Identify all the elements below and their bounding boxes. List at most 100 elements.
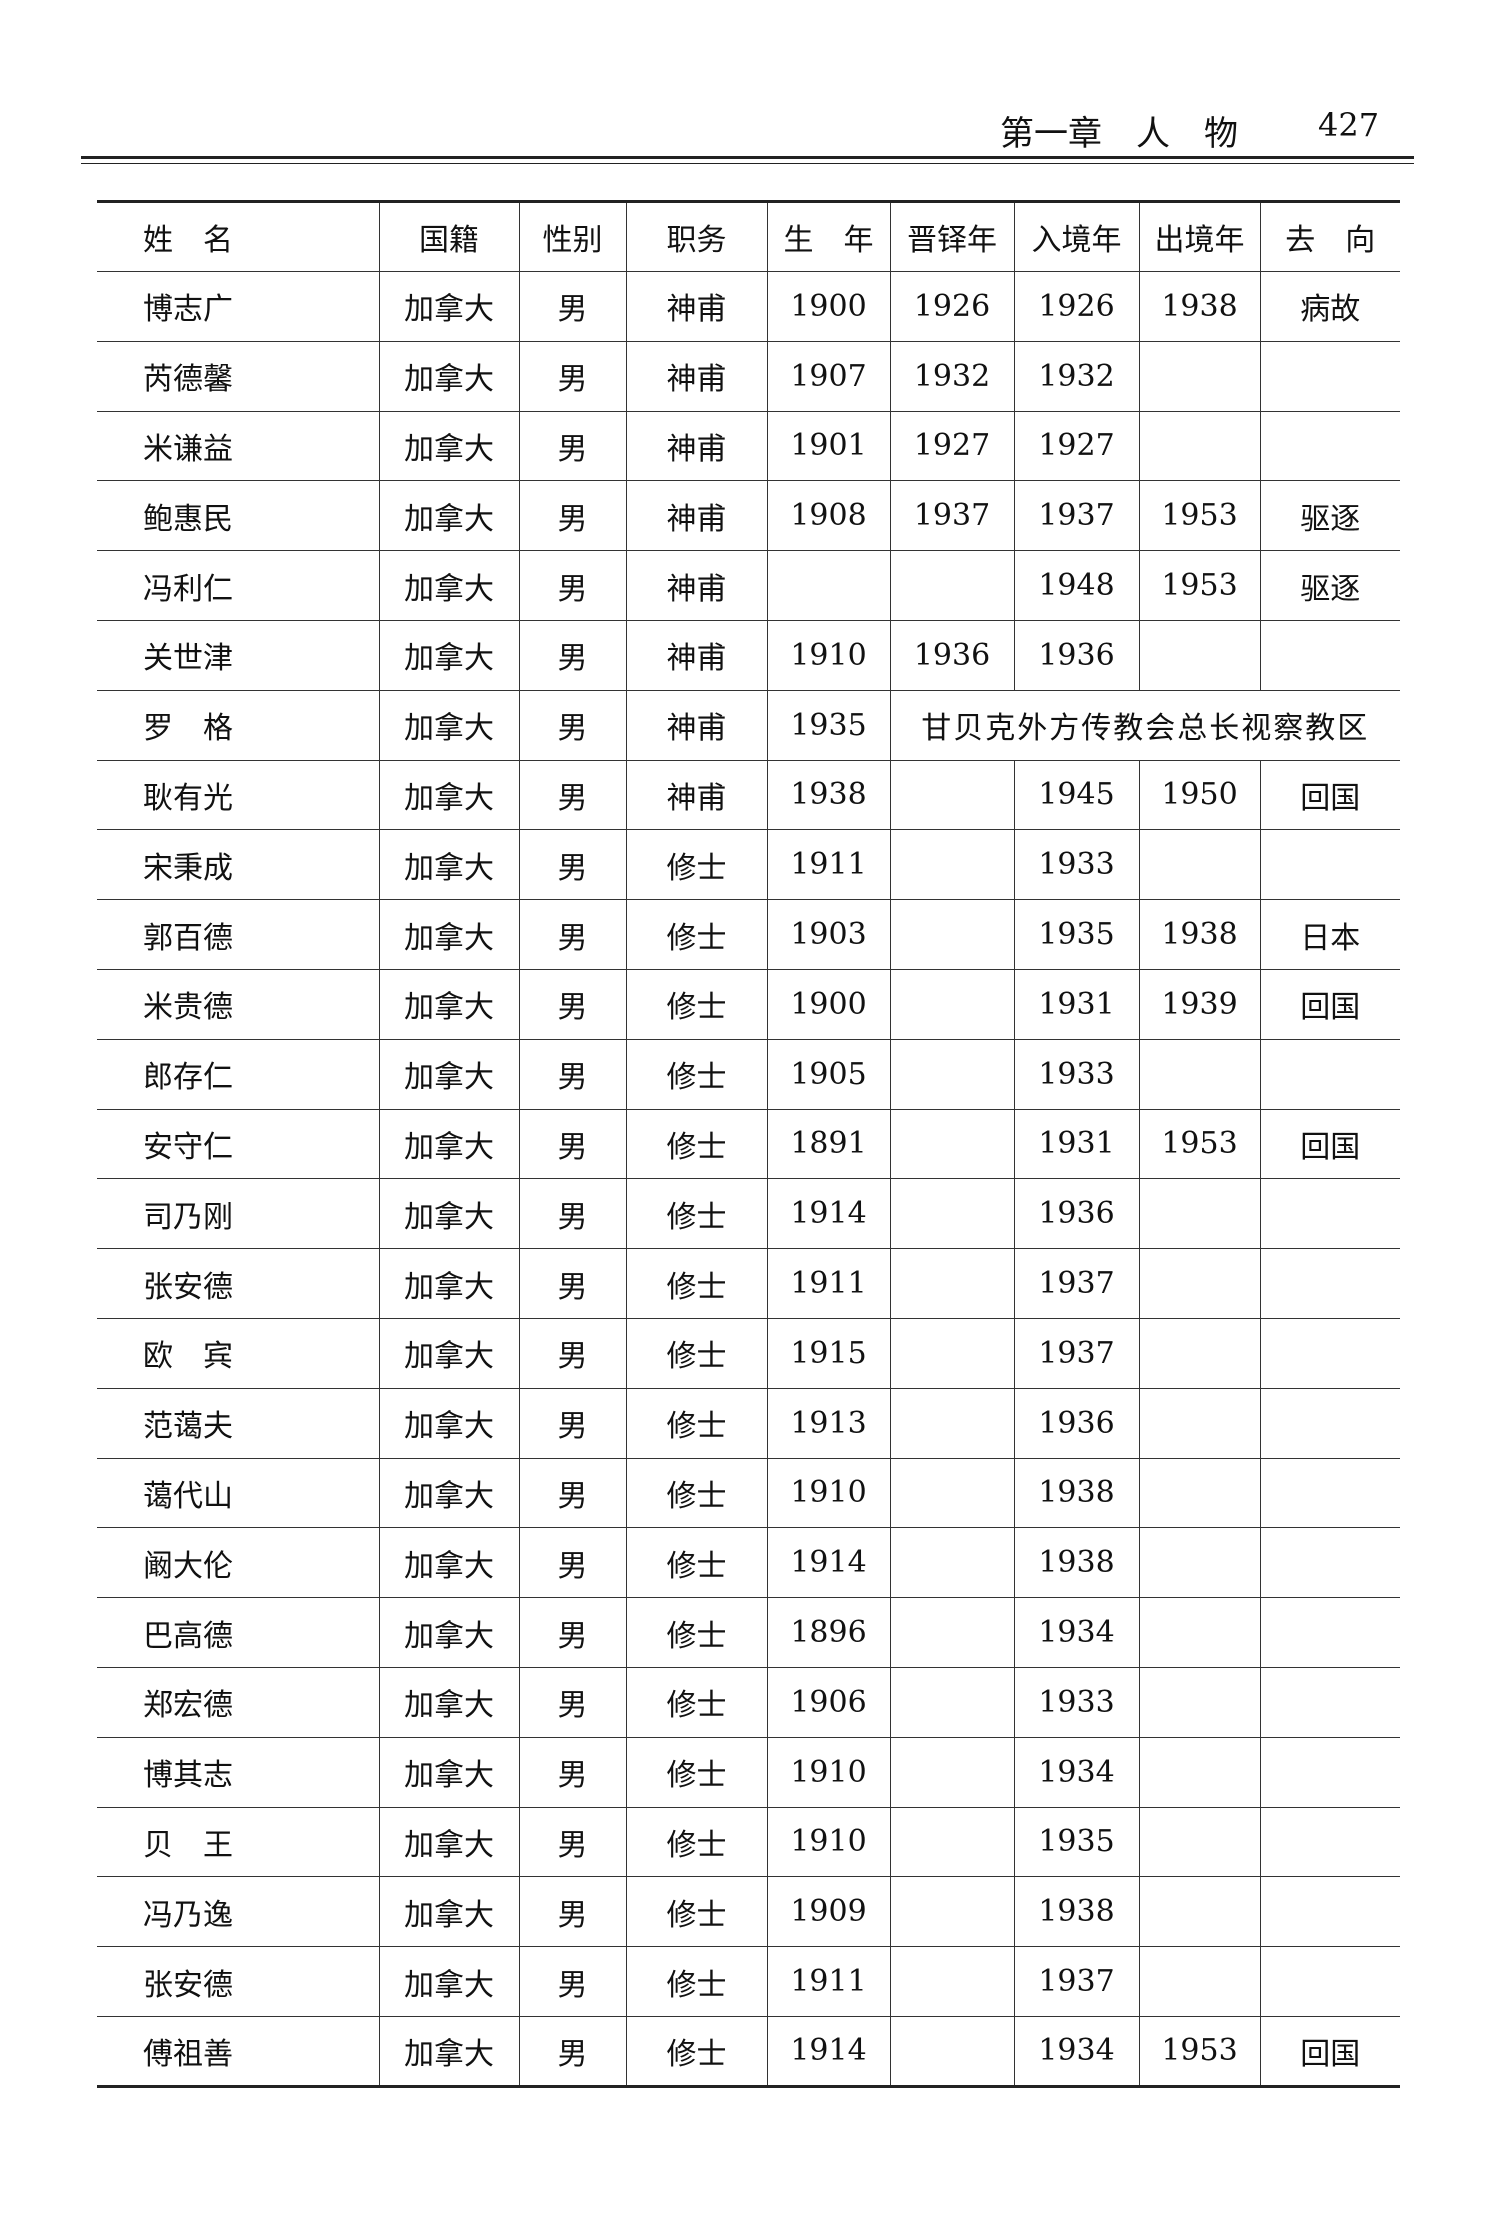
destination-cell xyxy=(1259,1806,1400,1877)
birth-cell: 1903 xyxy=(766,899,890,970)
table-row: 博其志 加拿大男修士 1910 1934 xyxy=(97,1736,1400,1808)
ordained-cell xyxy=(889,968,1014,1040)
ordained-cell xyxy=(889,1178,1014,1249)
birth-cell: 1896 xyxy=(766,1597,890,1668)
birth-cell: 1909 xyxy=(766,1876,890,1947)
exit-cell: 1953 xyxy=(1138,550,1260,621)
table-row: 郭百德 加拿大男修士 1903 1935 1938 日本 xyxy=(97,899,1400,970)
name-cell: 芮德馨 xyxy=(97,340,379,412)
entry-cell: 1936 xyxy=(1013,1178,1139,1249)
nationality-cell: 加拿大 xyxy=(378,1527,519,1598)
column-header: 姓 名 xyxy=(97,200,379,272)
ordained-cell xyxy=(889,829,1014,900)
destination-cell xyxy=(1259,619,1400,691)
birth-cell: 1915 xyxy=(766,1317,890,1389)
destination-cell: 回国 xyxy=(1259,759,1400,830)
missionary-table: 姓 名国籍 性别 职务生 年晋铎年 入境年 出境年去 向 博志广 加拿大男神甫 1900 19… xyxy=(97,200,1400,2088)
gender-cell: 男 xyxy=(518,340,626,412)
role-cell: 神甫 xyxy=(625,340,767,412)
nationality-cell: 加拿大 xyxy=(378,340,519,412)
nationality-cell: 加拿大 xyxy=(378,410,519,481)
role-cell: 神甫 xyxy=(625,480,767,551)
exit-cell: 1950 xyxy=(1138,759,1260,830)
destination-cell xyxy=(1259,340,1400,412)
entry-cell: 1937 xyxy=(1013,1248,1139,1319)
birth-cell: 1907 xyxy=(766,340,890,412)
name-cell: 阚大伦 xyxy=(97,1527,379,1598)
exit-cell xyxy=(1138,1038,1260,1110)
table-row: 冯乃逸 加拿大男修士 1909 1938 xyxy=(97,1876,1400,1947)
entry-cell: 1937 xyxy=(1013,1317,1139,1389)
role-cell: 修士 xyxy=(625,1387,767,1459)
destination-cell: 回国 xyxy=(1259,1108,1400,1179)
nationality-cell: 加拿大 xyxy=(378,759,519,830)
nationality-cell: 加拿大 xyxy=(378,1317,519,1389)
role-cell: 修士 xyxy=(625,899,767,970)
ordained-cell: 1927 xyxy=(889,410,1014,481)
exit-cell xyxy=(1138,1736,1260,1808)
ordained-cell xyxy=(889,1038,1014,1110)
column-header: 性别 xyxy=(518,200,626,272)
nationality-cell: 加拿大 xyxy=(378,1597,519,1668)
birth-cell: 1911 xyxy=(766,829,890,900)
role-cell: 神甫 xyxy=(625,550,767,621)
entry-cell: 1937 xyxy=(1013,480,1139,551)
gender-cell: 男 xyxy=(518,1527,626,1598)
entry-cell: 1936 xyxy=(1013,1387,1139,1459)
ordained-cell xyxy=(889,1317,1014,1389)
gender-cell: 男 xyxy=(518,1736,626,1808)
name-cell: 张安德 xyxy=(97,1248,379,1319)
destination-cell xyxy=(1259,829,1400,900)
gender-cell: 男 xyxy=(518,759,626,830)
nationality-cell: 加拿大 xyxy=(378,1666,519,1738)
column-header: 去 向 xyxy=(1259,200,1400,272)
entry-cell: 1948 xyxy=(1013,550,1139,621)
header-rule xyxy=(81,163,1414,164)
table-row: 傅祖善 加拿大男修士 1914 1934 1953 回国 xyxy=(97,2015,1400,2088)
nationality-cell: 加拿大 xyxy=(378,2015,519,2088)
page-number: 427 xyxy=(1318,106,1380,144)
name-cell: 冯利仁 xyxy=(97,550,379,621)
destination-cell xyxy=(1259,1387,1400,1459)
ordained-cell xyxy=(889,1527,1014,1598)
gender-cell: 男 xyxy=(518,2015,626,2088)
nationality-cell: 加拿大 xyxy=(378,1108,519,1179)
exit-cell xyxy=(1138,1317,1260,1389)
column-header: 晋铎年 xyxy=(889,200,1014,272)
birth-cell: 1891 xyxy=(766,1108,890,1179)
exit-cell xyxy=(1138,410,1260,481)
entry-cell: 1936 xyxy=(1013,619,1139,691)
name-cell: 巴高德 xyxy=(97,1597,379,1668)
exit-cell xyxy=(1138,1457,1260,1528)
name-cell: 傅祖善 xyxy=(97,2015,379,2088)
ordained-cell: 1926 xyxy=(889,271,1014,342)
nationality-cell: 加拿大 xyxy=(378,550,519,621)
gender-cell: 男 xyxy=(518,271,626,342)
gender-cell: 男 xyxy=(518,1387,626,1459)
entry-cell: 1932 xyxy=(1013,340,1139,412)
nationality-cell: 加拿大 xyxy=(378,271,519,342)
header-row: 姓 名国籍 性别 职务生 年晋铎年 入境年 出境年去 向 xyxy=(97,200,1400,272)
nationality-cell: 加拿大 xyxy=(378,1876,519,1947)
ordained-cell xyxy=(889,1387,1014,1459)
entry-cell: 1935 xyxy=(1013,899,1139,970)
destination-cell: 日本 xyxy=(1259,899,1400,970)
ordained-cell xyxy=(889,1736,1014,1808)
entry-cell: 1931 xyxy=(1013,1108,1139,1179)
role-cell: 修士 xyxy=(625,1806,767,1877)
gender-cell: 男 xyxy=(518,1038,626,1110)
nationality-cell: 加拿大 xyxy=(378,689,519,761)
role-cell: 修士 xyxy=(625,2015,767,2088)
role-cell: 修士 xyxy=(625,1248,767,1319)
destination-cell: 回国 xyxy=(1259,968,1400,1040)
table-row: 范蔼夫 加拿大男修士 1913 1936 xyxy=(97,1387,1400,1459)
nationality-cell: 加拿大 xyxy=(378,1178,519,1249)
name-cell: 范蔼夫 xyxy=(97,1387,379,1459)
ordained-cell xyxy=(889,1108,1014,1179)
nationality-cell: 加拿大 xyxy=(378,1457,519,1528)
gender-cell: 男 xyxy=(518,1457,626,1528)
name-cell: 鲍惠民 xyxy=(97,480,379,551)
role-cell: 修士 xyxy=(625,1178,767,1249)
entry-cell: 1938 xyxy=(1013,1527,1139,1598)
gender-cell: 男 xyxy=(518,410,626,481)
